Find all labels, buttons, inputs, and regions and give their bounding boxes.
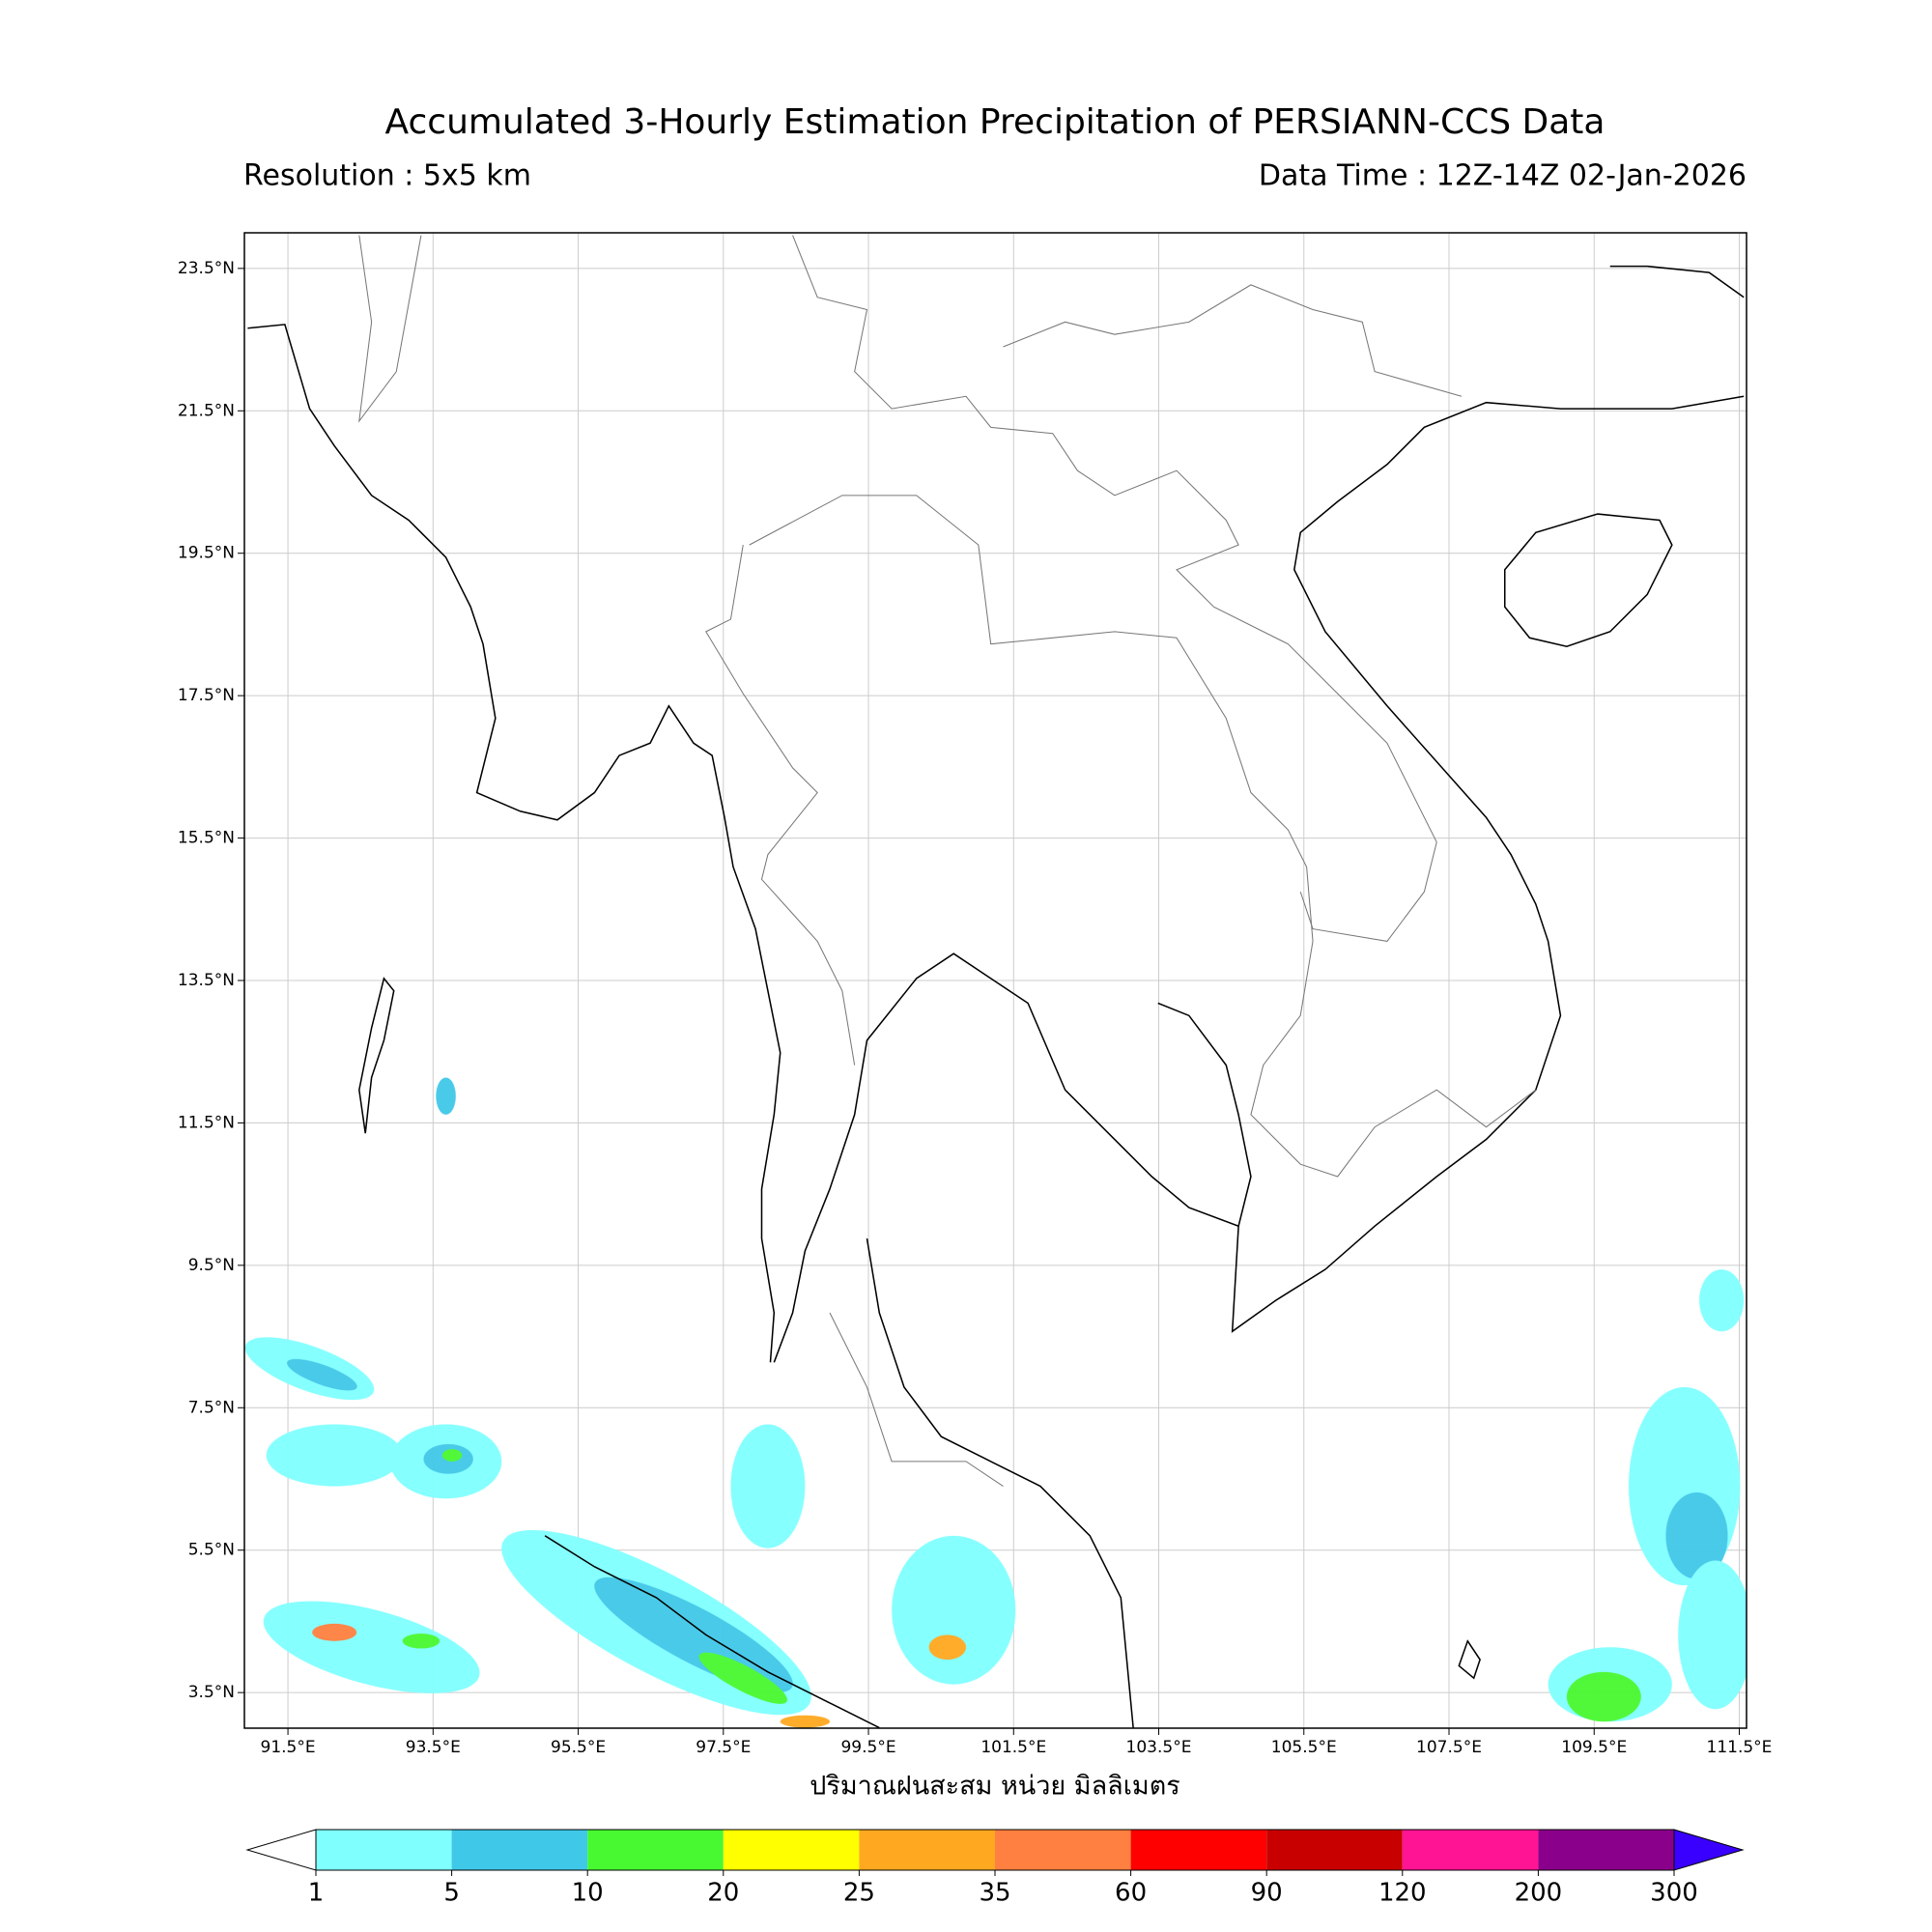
x-tick-label: 95.5°E	[551, 1738, 606, 1757]
y-tick-label: 11.5°N	[178, 1113, 235, 1132]
colorbar-tick-label: 25	[843, 1879, 875, 1908]
subtitle-right: Data Time : 12Z-14Z 02-Jan-2026	[1259, 159, 1747, 193]
x-tick-label: 97.5°E	[696, 1738, 751, 1757]
x-tick-label: 101.5°E	[980, 1738, 1046, 1757]
x-tick-label: 105.5°E	[1271, 1738, 1337, 1757]
precipitation	[244, 1077, 1747, 1728]
subtitle-left: Resolution : 5x5 km	[243, 159, 531, 193]
colorbar-tick-label: 5	[443, 1879, 460, 1908]
y-tick-label: 3.5°N	[188, 1683, 235, 1702]
x-tick-label: 107.5°E	[1416, 1738, 1482, 1757]
y-tick-label: 19.5°N	[178, 544, 235, 563]
colorbar-swatch	[1266, 1830, 1403, 1870]
colorbar-tick-label: 60	[1115, 1879, 1147, 1908]
colorbar-swatch	[1402, 1830, 1539, 1870]
colorbar-swatch	[1130, 1830, 1267, 1870]
colorbar-tick-label: 120	[1378, 1879, 1427, 1908]
x-tick-label: 111.5°E	[1707, 1738, 1773, 1757]
colorbar-swatch	[316, 1830, 452, 1870]
y-tick-label: 9.5°N	[188, 1256, 235, 1275]
colorbar-tick-label: 20	[707, 1879, 739, 1908]
colorbar-label: ปริมาณฝนสะสม หน่วย มิลลิเมตร	[810, 1772, 1180, 1802]
colorbar-tick-label: 1	[308, 1879, 325, 1908]
y-tick-label: 21.5°N	[178, 401, 235, 420]
colorbar-tick-label: 300	[1650, 1879, 1698, 1908]
map-layer	[244, 235, 1747, 1728]
colorbar-swatch	[723, 1830, 860, 1870]
y-tick-label: 23.5°N	[178, 259, 235, 278]
colorbar-swatch	[995, 1830, 1131, 1870]
colorbar-tick-label: 90	[1251, 1879, 1283, 1908]
colorbar-tick-label: 10	[572, 1879, 604, 1908]
colorbar-swatch	[451, 1830, 588, 1870]
borders	[358, 235, 1537, 1487]
colorbar-tick-label: 35	[979, 1879, 1010, 1908]
x-tick-label: 109.5°E	[1561, 1738, 1627, 1757]
title: Accumulated 3-Hourly Estimation Precipit…	[385, 102, 1605, 142]
x-tick-label: 99.5°E	[840, 1738, 895, 1757]
y-tick-label: 17.5°N	[178, 686, 235, 705]
colorbar: 1 5 10 20 25 35 60 90 120 200 300	[245, 1829, 1745, 1908]
colorbar-swatch	[1538, 1830, 1674, 1870]
y-tick-label: 7.5°N	[188, 1398, 235, 1417]
x-tick-label: 91.5°E	[261, 1738, 316, 1757]
map-shapes	[244, 235, 1747, 1728]
colorbar-swatch	[587, 1830, 724, 1870]
x-tick-label: 93.5°E	[406, 1738, 461, 1757]
y-tick-label: 5.5°N	[188, 1541, 235, 1560]
colorbar-swatch	[859, 1830, 995, 1870]
x-tick-label: 103.5°E	[1126, 1738, 1192, 1757]
colorbar-tick-label: 200	[1515, 1879, 1563, 1908]
y-tick-label: 13.5°N	[178, 971, 235, 990]
y-tick-label: 15.5°N	[178, 829, 235, 848]
coastlines	[247, 265, 1745, 1728]
